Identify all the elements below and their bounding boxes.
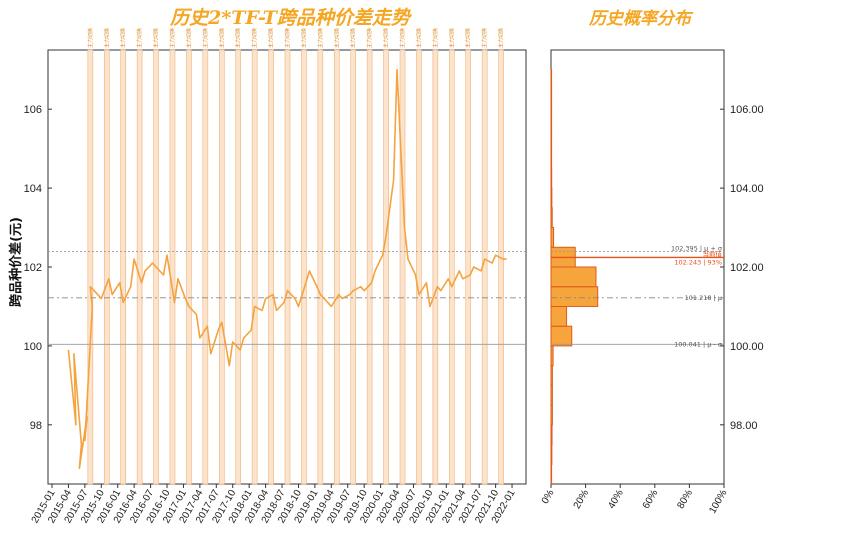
histogram-bar	[550, 345, 554, 367]
rollover-label: 主力切换	[383, 28, 390, 48]
histogram-bar	[550, 108, 553, 130]
distribution-chart-title: 历史概率分布	[588, 9, 694, 29]
main-chart-title: 历史2*TF-T跨品种价差走势	[169, 7, 413, 29]
reference-line-label: 100.041 | μ - σ	[674, 340, 722, 348]
rollover-band	[350, 49, 357, 485]
distribution-x-tick-label: 80%	[675, 488, 695, 511]
histogram-bar	[550, 69, 553, 90]
right-y-tick-label: 98.00	[730, 420, 758, 432]
y-tick-label: 98	[30, 420, 42, 432]
histogram-bar	[550, 286, 599, 307]
rollover-label: 主力切换	[251, 28, 258, 48]
rollover-band	[136, 49, 143, 485]
rollover-band	[103, 49, 110, 485]
rollover-label: 主力切换	[366, 28, 373, 48]
rollover-band	[317, 49, 324, 485]
histogram-bar	[550, 266, 597, 288]
distribution-x-tick-label: 20%	[572, 488, 592, 511]
rollover-label: 主力切换	[465, 28, 472, 48]
histogram-bar	[550, 167, 553, 189]
rollover-label: 主力切换	[268, 28, 275, 48]
reference-line-label: 102.395 | μ + σ	[671, 244, 722, 252]
distribution-x-tick-label: 40%	[606, 488, 626, 511]
right-y-tick-label: 106.00	[730, 104, 764, 116]
rollover-band	[333, 49, 340, 485]
histogram-bar	[550, 424, 553, 446]
rollover-band	[268, 49, 274, 485]
rollover-band	[251, 49, 258, 485]
rollover-band	[218, 49, 225, 485]
rollover-label: 主力切换	[218, 28, 225, 48]
rollover-label: 主力切换	[103, 28, 110, 48]
rollover-label: 主力切换	[432, 28, 439, 48]
rollover-label: 主力切换	[185, 28, 192, 48]
rollover-band	[202, 49, 209, 485]
rollover-band	[448, 49, 455, 485]
y-tick-label: 104	[24, 183, 42, 195]
histogram-bar	[550, 365, 553, 386]
rollover-label: 主力切换	[415, 28, 422, 48]
histogram-bar	[550, 305, 568, 327]
histogram-bar	[550, 187, 553, 209]
rollover-band	[366, 49, 373, 485]
rollover-band	[87, 49, 94, 485]
rollover-label: 主力切换	[300, 28, 307, 48]
histogram-bar	[550, 404, 553, 426]
rollover-label: 主力切换	[333, 28, 340, 48]
current-value-label: 102.243 | 93%	[674, 258, 722, 266]
spread-series-line	[67, 68, 507, 470]
histogram-bar	[550, 148, 553, 169]
rollover-band	[120, 49, 126, 485]
distribution-x-tick-label: 100%	[707, 488, 729, 516]
histogram-bar	[550, 227, 555, 248]
distribution-x-tick-label: 0%	[540, 488, 557, 506]
current-value-tag: 当前值	[703, 249, 723, 258]
y-axis-label: 跨品种价差(元)	[8, 217, 24, 307]
histogram-bar	[550, 128, 553, 150]
rollover-band	[383, 49, 389, 485]
rollover-band	[432, 49, 439, 485]
rollover-label: 主力切换	[136, 28, 143, 48]
histogram-bar	[550, 325, 573, 347]
rollover-label: 主力切换	[350, 28, 357, 48]
y-tick-label: 106	[24, 104, 42, 116]
right-y-tick-label: 100.00	[730, 341, 764, 353]
rollover-label: 主力切换	[153, 28, 160, 48]
main-plot-layer: 主力切换 主力切换 主力切换 主力切换 主力切换 主力切换 主力切换 主力切换 主力切换 主力切换…	[24, 28, 526, 525]
rollover-label: 主力切换	[448, 28, 455, 48]
histogram-bar	[550, 444, 553, 465]
distribution-plot-layer: 102.395 | μ + σ 101.218 | μ 100.041 | μ - …	[540, 69, 764, 516]
rollover-band	[284, 49, 291, 485]
rollover-label: 主力切换	[169, 28, 176, 48]
rollover-label: 主力切换	[284, 28, 291, 48]
rollover-label: 主力切换	[317, 28, 324, 48]
rollover-band	[169, 49, 176, 485]
rollover-label: 主力切换	[481, 28, 488, 48]
right-y-tick-label: 104.00	[730, 183, 764, 195]
rollover-label: 主力切换	[202, 28, 209, 48]
histogram-bar	[550, 207, 553, 229]
rollover-band	[465, 49, 472, 485]
histogram-bar	[550, 384, 553, 406]
distribution-x-tick-label: 60%	[641, 488, 661, 511]
y-tick-label: 100	[24, 341, 42, 353]
rollover-band	[416, 49, 422, 485]
rollover-band	[186, 49, 192, 485]
rollover-label: 主力切换	[399, 28, 406, 48]
rollover-band	[235, 49, 242, 485]
rollover-band	[301, 49, 307, 485]
rollover-label: 主力切换	[120, 28, 127, 48]
rollover-label: 主力切换	[87, 28, 94, 48]
rollover-band	[399, 49, 406, 485]
rollover-label: 主力切换	[498, 28, 505, 48]
y-tick-label: 102	[24, 262, 42, 274]
histogram-bar	[550, 463, 553, 485]
histogram-bar	[550, 88, 553, 110]
rollover-label: 主力切换	[235, 28, 242, 48]
reference-line-label: 101.218 | μ	[685, 294, 722, 302]
right-y-tick-label: 102.00	[730, 262, 764, 274]
rollover-band	[498, 49, 504, 485]
